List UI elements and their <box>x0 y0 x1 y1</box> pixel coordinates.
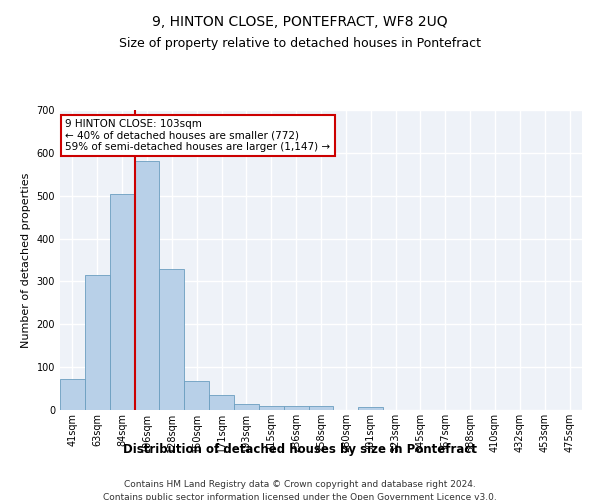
Text: Contains public sector information licensed under the Open Government Licence v3: Contains public sector information licen… <box>103 492 497 500</box>
Bar <box>134 162 160 410</box>
Y-axis label: Number of detached properties: Number of detached properties <box>21 172 31 348</box>
Bar <box>308 406 334 410</box>
Text: 9 HINTON CLOSE: 103sqm
← 40% of detached houses are smaller (772)
59% of semi-de: 9 HINTON CLOSE: 103sqm ← 40% of detached… <box>65 119 331 152</box>
Bar <box>60 379 85 410</box>
Text: Size of property relative to detached houses in Pontefract: Size of property relative to detached ho… <box>119 38 481 51</box>
Bar <box>284 406 308 410</box>
Bar <box>160 268 184 410</box>
Text: Distribution of detached houses by size in Pontefract: Distribution of detached houses by size … <box>123 442 477 456</box>
Bar <box>259 406 284 410</box>
Text: 9, HINTON CLOSE, PONTEFRACT, WF8 2UQ: 9, HINTON CLOSE, PONTEFRACT, WF8 2UQ <box>152 15 448 29</box>
Bar <box>209 395 234 410</box>
Bar <box>234 404 259 410</box>
Bar <box>358 406 383 410</box>
Bar <box>110 194 134 410</box>
Bar <box>184 381 209 410</box>
Text: Contains HM Land Registry data © Crown copyright and database right 2024.: Contains HM Land Registry data © Crown c… <box>124 480 476 489</box>
Bar <box>85 275 110 410</box>
